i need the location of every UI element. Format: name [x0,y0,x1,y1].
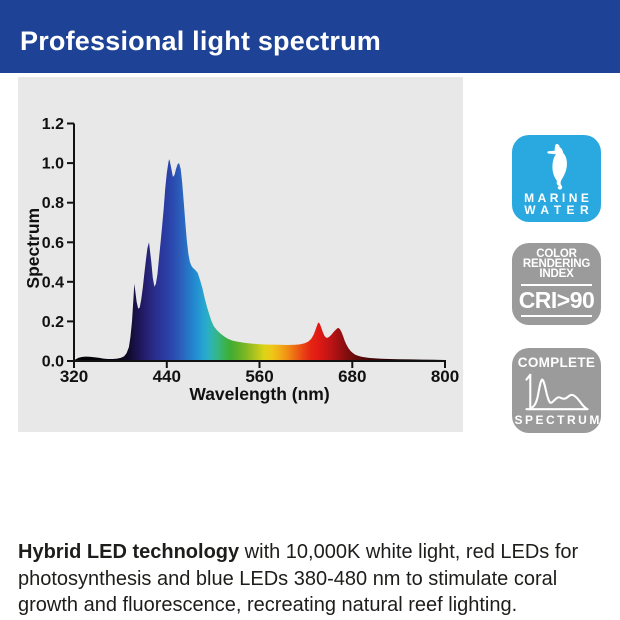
svg-text:320: 320 [60,367,88,386]
marine-water-label-line2: WATER [524,203,595,217]
svg-text:680: 680 [338,367,366,386]
svg-text:0.0: 0.0 [42,354,64,371]
cri-label-line1: COLOR [536,248,577,260]
marine-water-badge: MARINE WATER [512,135,601,222]
cri-divider-bottom [521,315,592,317]
title-bar: Professional light spectrum [0,0,620,73]
marine-water-label-line1: MARINE [524,191,593,205]
cri-divider-top [521,284,592,286]
cri-label-line2: RENDERING [522,258,591,270]
seahorse-icon [547,144,567,190]
description-bold-lead: Hybrid LED technology [18,541,240,563]
svg-text:560: 560 [245,367,273,386]
svg-text:1.2: 1.2 [42,116,64,133]
svg-text:0.6: 0.6 [42,235,64,252]
complete-spectrum-badge: COMPLETE SPECTRUM [512,348,601,433]
svg-text:0.2: 0.2 [42,314,64,331]
complete-spectrum-bottom-label: SPECTRUM [514,413,602,427]
svg-text:Spectrum: Spectrum [23,208,43,289]
description-text: Hybrid LED technology with 10,000K white… [18,539,606,619]
spectrum-sketch-icon [524,373,589,411]
spectrum-chart: 0.0 0.2 0.4 0.6 0.8 1.0 1.2 320 440 560 680 800 Wave… [23,116,459,404]
cri-badge: COLOR RENDERING INDEX CRI>90 [512,243,601,325]
cri-label-line3: INDEX [539,268,574,280]
description-rest: with 10,000K white light, red LEDs for p… [18,541,579,616]
svg-text:0.8: 0.8 [42,195,64,212]
svg-text:1.0: 1.0 [42,156,64,173]
complete-spectrum-top-label: COMPLETE [517,355,596,370]
svg-text:800: 800 [431,367,459,386]
svg-text:440: 440 [153,367,181,386]
cri-value: CRI>90 [518,287,595,313]
svg-text:Wavelength (nm): Wavelength (nm) [189,384,329,404]
page-title: Professional light spectrum [20,25,381,56]
svg-text:0.4: 0.4 [42,274,64,291]
spectrum-chart-panel: 0.0 0.2 0.4 0.6 0.8 1.0 1.2 320 440 560 680 800 Wave… [18,77,463,432]
